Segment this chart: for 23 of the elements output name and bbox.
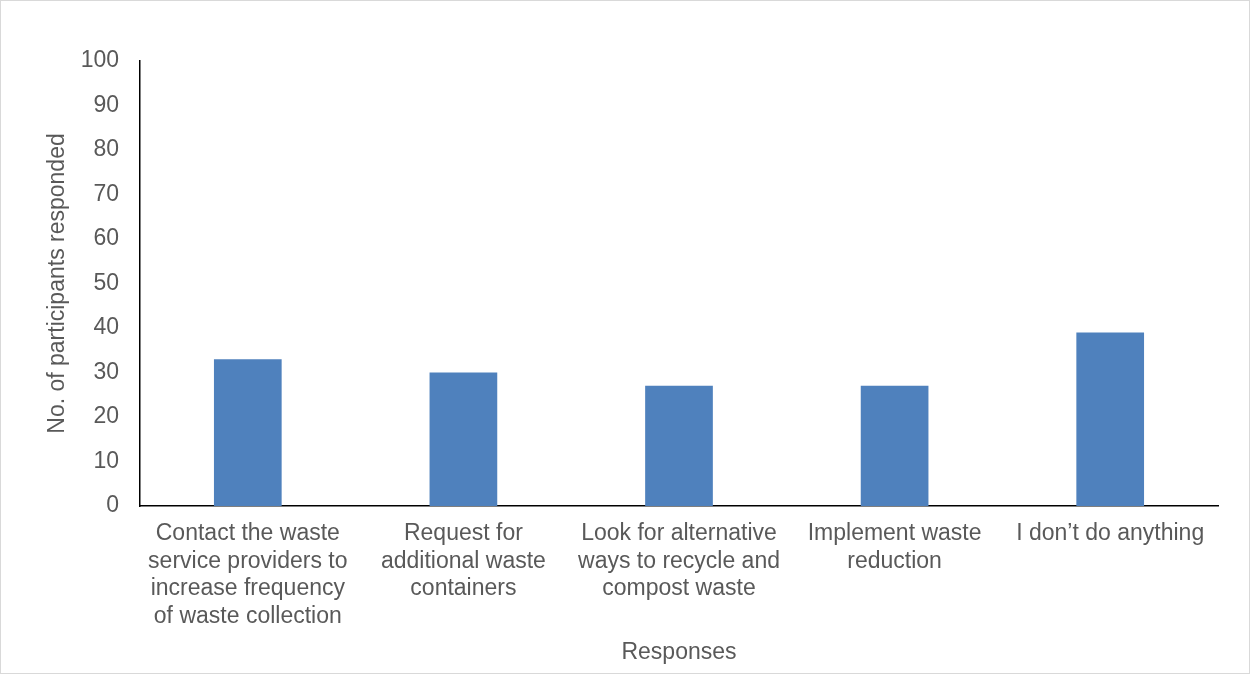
- y-tick-label: 50: [93, 268, 119, 295]
- y-tick-label: 90: [93, 90, 119, 117]
- y-tick-label: 70: [93, 179, 119, 206]
- y-tick-label: 0: [106, 491, 119, 518]
- y-tick-label: 10: [93, 446, 119, 473]
- bar: [1076, 332, 1145, 506]
- bar: [213, 359, 282, 506]
- x-tick-label: Request for additional waste containers: [380, 519, 546, 601]
- bar: [429, 372, 498, 506]
- x-axis-title: Responses: [621, 637, 737, 664]
- x-tick-label: Implement waste reduction: [807, 519, 982, 573]
- y-tick-label: 20: [93, 402, 119, 429]
- y-tick-label: 40: [93, 313, 119, 340]
- bar: [645, 385, 713, 506]
- y-axis-title: No. of participants responded: [43, 133, 70, 434]
- x-tick-label: Contact the waste service providers to increase frequency of waste collection: [148, 519, 348, 628]
- x-tick-label: Look for alternative ways to recycle and compost waste: [577, 519, 780, 601]
- y-tick-label: 30: [93, 357, 119, 384]
- y-tick-label: 100: [80, 46, 119, 73]
- y-tick-label: 80: [93, 135, 119, 162]
- bar: [860, 385, 929, 506]
- x-tick-label: I don’t do anything: [1016, 519, 1205, 546]
- y-tick-label: 60: [93, 224, 119, 251]
